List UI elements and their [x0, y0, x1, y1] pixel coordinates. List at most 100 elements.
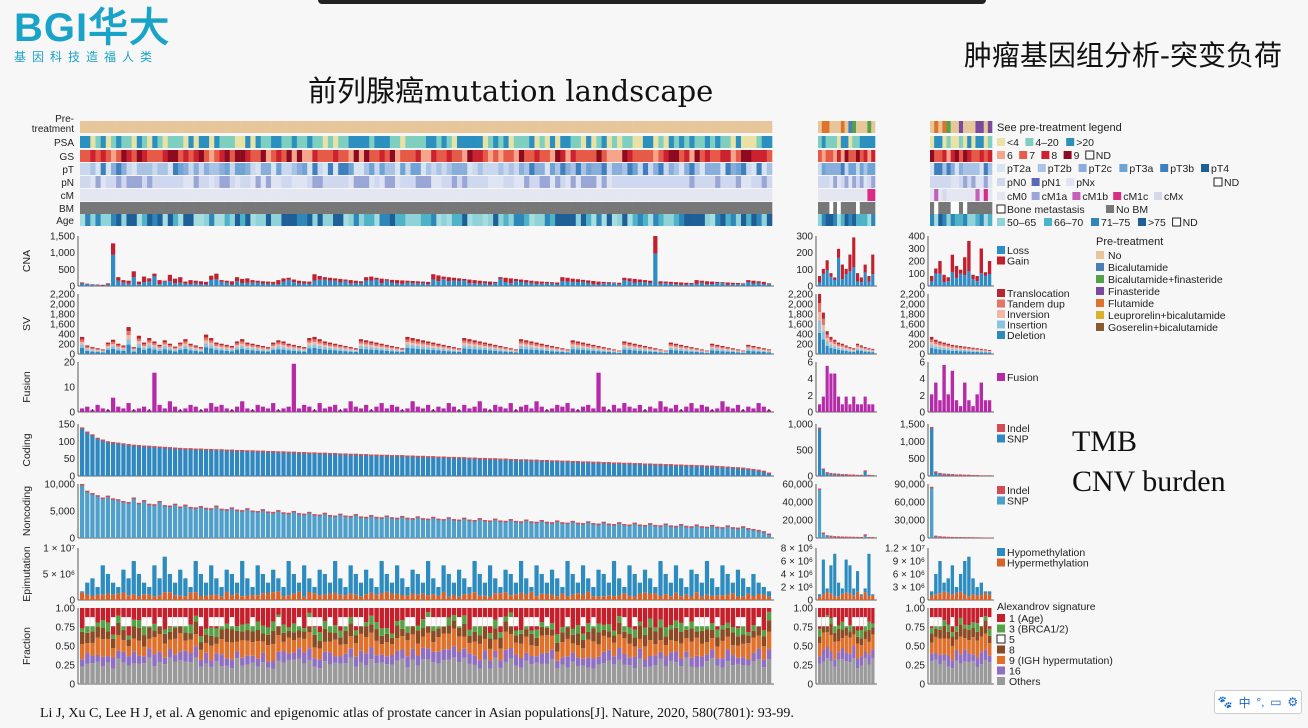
noncoding-snp-bar	[260, 509, 265, 538]
heatmap-cell-main	[699, 150, 706, 162]
signature-segment	[856, 643, 860, 659]
signature-5-segment	[85, 617, 90, 627]
heatmap-cell-middle	[837, 150, 842, 162]
coding-snp-bar	[730, 466, 735, 476]
heatmap-cell-main	[358, 189, 365, 201]
signature-segment	[353, 643, 359, 657]
coding-indel-bar	[632, 463, 637, 465]
heatmap-cell-main	[389, 214, 396, 226]
input-method-tray[interactable]: 🐾 中 °, ▭ ⚙	[1214, 690, 1302, 714]
heatmap-cell-main	[761, 136, 768, 148]
signature-segment	[90, 663, 95, 684]
signature-segment	[871, 627, 875, 635]
fusion-bar	[451, 406, 457, 412]
heatmap-cell-main	[730, 150, 737, 162]
signature-age-segment	[871, 608, 875, 624]
heatmap-cell-main	[291, 121, 298, 133]
cna-gain-bar	[487, 281, 493, 285]
sv-bar-segment	[958, 346, 963, 348]
coding-indel-bar	[930, 427, 934, 429]
heatmap-cell-main	[136, 121, 143, 133]
sv-bar-segment	[544, 347, 550, 349]
noncoding-indel-bar	[141, 500, 147, 502]
heatmap-cell-main	[240, 176, 246, 188]
sv-bar-segment	[358, 345, 364, 349]
heatmap-cell-main	[462, 189, 468, 201]
signature-segment	[338, 656, 343, 664]
coding-snp-bar	[193, 448, 198, 476]
sv-bar-segment	[110, 341, 116, 345]
heatmap-cell-main	[632, 189, 639, 201]
heatmap-cell-middle	[825, 163, 830, 175]
coding-snp-bar	[214, 449, 219, 476]
legend-sv-item: Translocation	[1007, 288, 1070, 300]
coding-indel-bar	[85, 431, 90, 434]
row-label-psa: PSA	[54, 138, 74, 149]
heatmap-cell-right	[934, 121, 939, 133]
sv-bar-segment	[818, 303, 822, 312]
gear-icon[interactable]: ⚙	[1287, 695, 1299, 709]
cna-loss-bar	[859, 282, 863, 286]
heatmap-cell-main	[95, 176, 101, 188]
sv-bar-segment	[260, 348, 265, 350]
fusion-bar	[307, 406, 312, 412]
sv-bar-segment	[818, 333, 822, 354]
signature-segment	[529, 664, 534, 684]
signature-segment	[95, 661, 100, 684]
epi-hyper-bar	[369, 592, 374, 600]
dot-comma-icon[interactable]: °,	[1256, 695, 1265, 709]
coding-snp-bar	[821, 468, 825, 476]
sv-bar-segment	[245, 350, 250, 354]
noncoding-indel-bar	[596, 523, 601, 526]
signature-segment	[214, 653, 219, 662]
fusion-bar	[617, 408, 622, 412]
signature-segment	[302, 638, 307, 653]
ime-chinese-icon[interactable]: 中	[1238, 695, 1251, 710]
coding-snp-bar	[570, 461, 575, 476]
signature-segment	[498, 667, 503, 684]
coding-indel-bar	[152, 446, 157, 448]
epi-hyper-bar	[679, 596, 684, 600]
sv-bar-segment	[627, 342, 632, 345]
tick-label-cna-middle: 0	[807, 282, 813, 293]
heatmap-cell-main	[586, 150, 592, 162]
signature-segment	[477, 668, 483, 684]
cna-gain-bar	[436, 275, 441, 282]
heatmap-cell-main	[565, 189, 571, 201]
sv-bar-segment	[255, 346, 260, 348]
heatmap-cell-main	[188, 202, 194, 214]
noncoding-indel-bar	[859, 537, 863, 538]
signature-segment	[689, 628, 694, 642]
signature-segment	[302, 631, 307, 639]
signature-segment	[436, 663, 441, 684]
sv-bar-segment	[333, 345, 338, 347]
heatmap-cell-main	[606, 189, 613, 201]
heatmap-cell-main	[379, 176, 385, 188]
signature-segment	[451, 646, 457, 658]
cna-gain-bar	[971, 274, 975, 280]
noncoding-indel-bar	[699, 526, 704, 528]
cna-loss-bar	[983, 275, 988, 286]
coding-indel-bar	[622, 462, 627, 465]
noncoding-indel-bar	[637, 524, 642, 526]
epi-hypo-bar	[529, 587, 534, 592]
heatmap-cell-main	[482, 121, 489, 133]
heatmap-cell-main	[756, 214, 762, 226]
clipboard-icon[interactable]: ▭	[1270, 695, 1282, 709]
epi-hyper-bar	[364, 594, 369, 600]
signature-segment	[848, 662, 852, 684]
sv-bar-segment	[534, 350, 539, 354]
epi-hyper-bar	[90, 595, 95, 600]
coding-snp-bar	[281, 451, 286, 476]
epi-hyper-bar	[580, 594, 586, 600]
sv-bar-segment	[286, 345, 291, 347]
coding-indel-bar	[260, 450, 265, 453]
epi-hypo-bar	[157, 578, 162, 596]
sv-bar-segment	[983, 351, 988, 353]
paw-icon[interactable]: 🐾	[1217, 695, 1233, 709]
signature-age-segment	[451, 608, 457, 616]
cna-gain-bar	[617, 282, 622, 285]
signature-segment	[622, 638, 627, 655]
coding-snp-bar	[307, 452, 312, 476]
heatmap-cell-main	[384, 150, 391, 162]
